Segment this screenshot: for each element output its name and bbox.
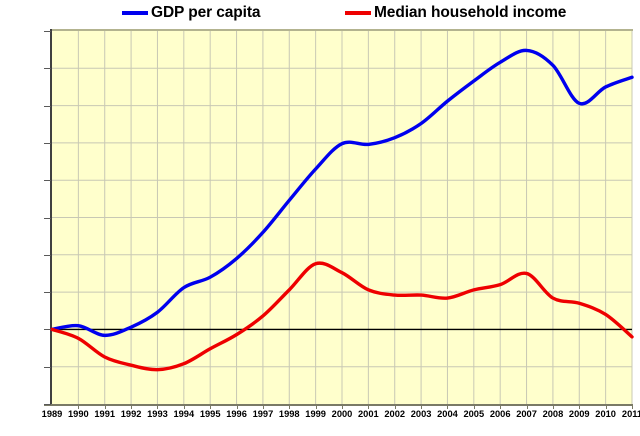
x-axis-tick <box>289 404 291 409</box>
x-axis-tick <box>447 404 449 409</box>
x-axis-tick <box>526 404 528 409</box>
y-axis-tick <box>44 105 51 107</box>
x-axis-tick <box>368 404 370 409</box>
x-axis-tick <box>342 404 343 409</box>
x-axis-tick <box>315 404 317 409</box>
x-axis-tick <box>183 404 185 409</box>
series-line-1 <box>50 261 634 372</box>
x-axis-tick-label: 2002 <box>384 409 406 419</box>
x-axis-tick <box>579 404 581 409</box>
gridlines <box>52 31 633 404</box>
x-axis-tick-label: 2003 <box>410 409 432 419</box>
x-axis-tick-label: 1998 <box>278 409 300 419</box>
y-axis-tick <box>44 254 51 256</box>
x-axis-tick-label: 2000 <box>331 409 353 419</box>
x-axis-tick-label: 2005 <box>463 409 485 419</box>
y-axis-line <box>50 29 52 406</box>
plot-top-border <box>52 29 633 31</box>
legend-label: Median household income <box>374 4 567 21</box>
x-axis-tick-label: 1989 <box>41 409 63 419</box>
x-axis-tick <box>236 404 238 409</box>
x-axis-tick-label: 2007 <box>516 409 537 419</box>
data-series-layer <box>50 48 634 372</box>
legend-entry-gdp-per-capita: GDP per capita <box>122 0 261 26</box>
chart-legend: GDP per capita Median household income <box>0 0 640 26</box>
x-axis-tick <box>78 404 80 409</box>
x-axis-tick <box>157 404 159 409</box>
y-axis-tick <box>44 292 51 294</box>
x-axis-tick-label: 1993 <box>147 409 168 419</box>
x-axis-tick-label: 2001 <box>358 409 379 419</box>
x-axis-tick <box>262 404 264 409</box>
x-axis-tick <box>500 404 502 409</box>
y-axis-tick <box>44 142 51 144</box>
x-axis-tick-label: 1991 <box>94 409 116 419</box>
y-axis-tick <box>44 366 51 368</box>
x-axis-tick <box>632 404 633 409</box>
line-swatch-icon <box>122 11 148 15</box>
y-axis-tick <box>44 68 51 70</box>
legend-entry-median-household-income: Median household income <box>345 0 566 26</box>
x-axis-tick-label: 1992 <box>120 409 142 419</box>
x-axis-tick-label: 1996 <box>226 409 247 419</box>
x-axis-tick-label: 1990 <box>68 409 89 419</box>
x-axis-tick <box>131 404 133 409</box>
x-axis-tick <box>605 404 607 409</box>
y-axis-tick <box>44 217 51 219</box>
y-axis-tick <box>44 329 51 331</box>
x-axis-tick <box>421 404 423 409</box>
x-axis-tick-label: 1994 <box>173 409 195 419</box>
x-axis-tick <box>104 404 106 409</box>
series-line-0 <box>50 48 634 338</box>
legend-label: GDP per capita <box>151 4 261 21</box>
y-axis-tick <box>44 31 51 32</box>
x-axis-tick-label: 2004 <box>437 409 458 419</box>
x-axis-tick-label: 2010 <box>595 409 616 419</box>
x-axis-tick-label: 1995 <box>199 409 221 419</box>
x-axis-tick <box>210 404 212 409</box>
x-axis-tick-label: 1997 <box>252 409 274 419</box>
x-axis-tick <box>552 404 554 409</box>
line-swatch-icon <box>345 11 371 15</box>
x-axis-tick-label: 2006 <box>489 409 511 419</box>
x-axis-tick-label: 1999 <box>305 409 326 419</box>
plot-area <box>50 31 634 404</box>
x-axis-tick <box>394 404 396 409</box>
x-axis-line <box>44 404 633 406</box>
y-axis-tick <box>44 404 51 405</box>
x-axis-tick <box>473 404 475 409</box>
x-axis-tick-label: 2009 <box>568 409 590 419</box>
x-axis-tick-label: 2008 <box>542 409 564 419</box>
y-axis-tick <box>44 180 51 182</box>
x-axis-tick-label: 2011 <box>621 409 640 419</box>
